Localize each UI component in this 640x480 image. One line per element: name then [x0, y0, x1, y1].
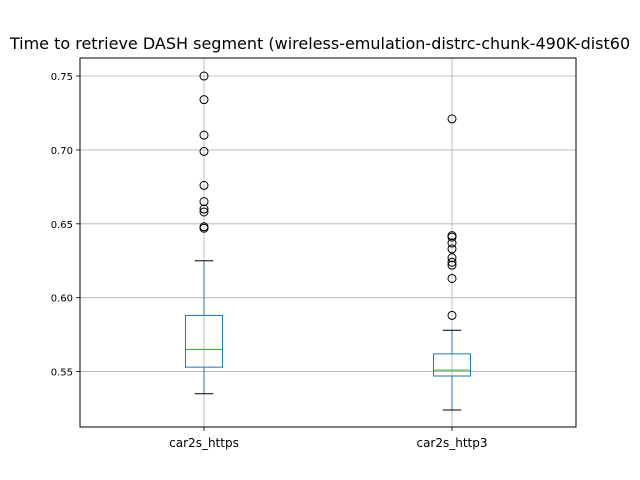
y-tick-label: 0.70 — [51, 146, 73, 157]
chart-title: Time to retrieve DASH segment (wireless-… — [9, 34, 630, 53]
y-axis: 0.55 0.60 0.65 0.70 0.75 — [51, 72, 80, 379]
outlier-point — [199, 146, 209, 156]
outlier-point — [447, 273, 457, 283]
outlier-point — [447, 257, 457, 267]
y-tick-label: 0.65 — [51, 220, 73, 231]
outlier-point — [447, 238, 457, 248]
y-tick-label: 0.60 — [51, 294, 73, 305]
plot-frame — [79, 57, 577, 428]
grid-lines — [80, 58, 576, 427]
outlier-point — [199, 180, 209, 190]
outlier-point — [199, 207, 209, 217]
outlier-point — [447, 232, 457, 242]
outlier-point — [199, 95, 209, 105]
x-tick-label: car2s_http3 — [416, 436, 487, 450]
y-tick-label: 0.75 — [51, 72, 73, 83]
outlier-point — [447, 244, 457, 254]
outlier-point — [199, 223, 209, 233]
iqr-box — [433, 353, 471, 377]
box-car2s_https — [185, 71, 223, 395]
outlier-point — [199, 71, 209, 81]
iqr-box — [185, 314, 223, 368]
box-car2s_http3 — [433, 114, 471, 411]
outlier-point — [447, 253, 457, 263]
boxes-layer — [185, 71, 471, 411]
outlier-point — [199, 130, 209, 140]
x-tick-label: car2s_https — [169, 436, 239, 450]
outlier-point — [447, 114, 457, 124]
outlier-point — [199, 197, 209, 207]
y-tick-label: 0.55 — [51, 368, 73, 379]
outlier-point — [447, 260, 457, 270]
x-axis: car2s_https car2s_http3 — [169, 427, 488, 450]
outlier-point — [199, 204, 209, 214]
outlier-point — [447, 310, 457, 320]
